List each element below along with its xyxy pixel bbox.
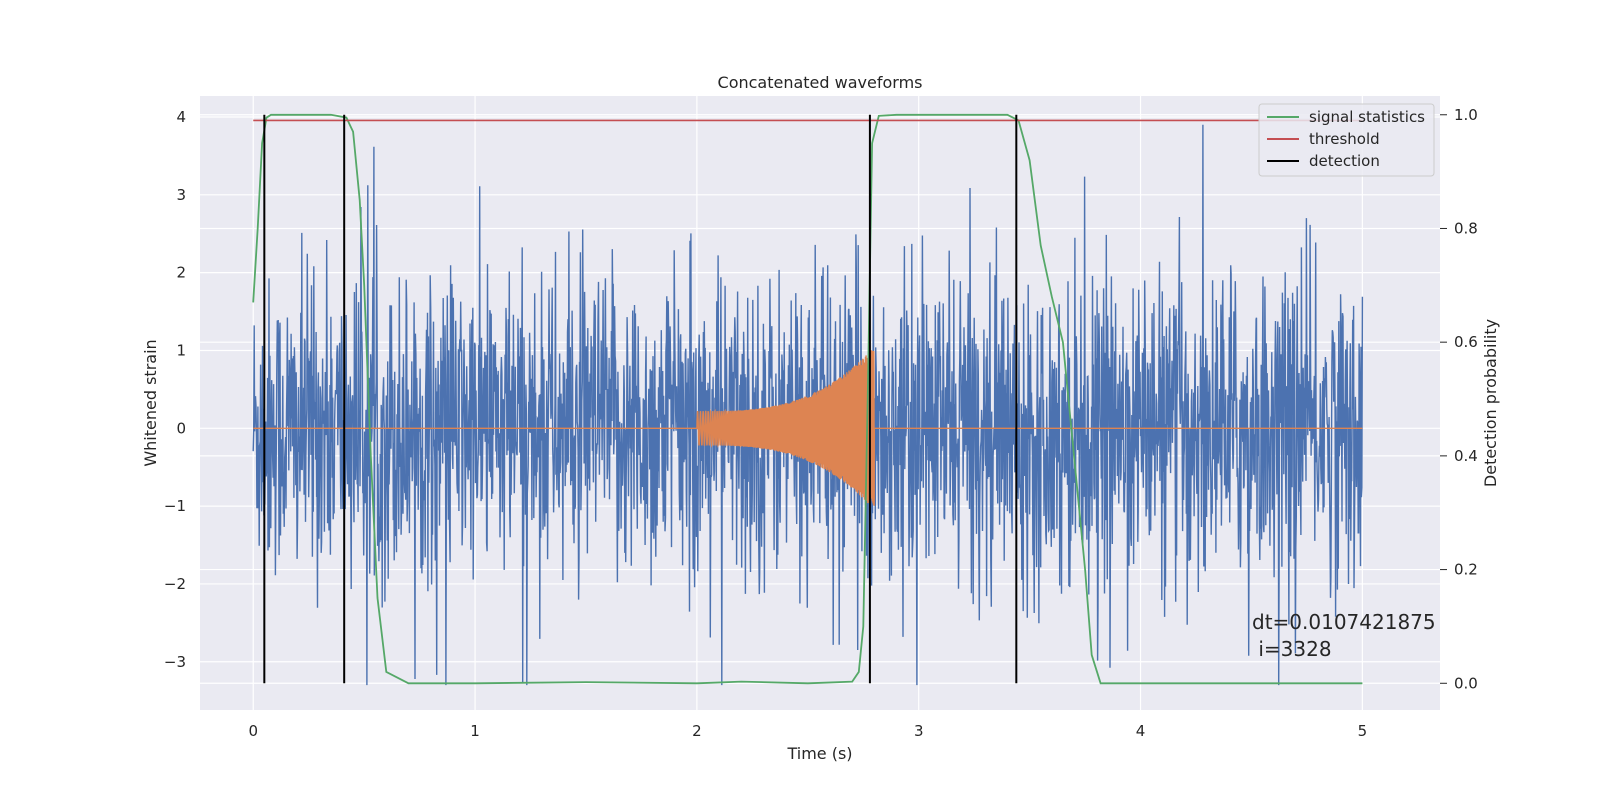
x-tick-label: 3 bbox=[914, 722, 924, 740]
y2-tick-label: 0.4 bbox=[1454, 447, 1478, 465]
y2-tick-label: 0.8 bbox=[1454, 219, 1478, 237]
signal-statistics-series bbox=[252, 113, 1363, 685]
x-tick-label: 5 bbox=[1358, 722, 1368, 740]
y2-tick-label: 0.0 bbox=[1454, 674, 1478, 692]
legend-label-signal-statistics: signal statistics bbox=[1309, 108, 1425, 126]
x-tick-label: 0 bbox=[248, 722, 258, 740]
y2-axis-label: Detection probability bbox=[1481, 319, 1500, 487]
y-tick-label: 0 bbox=[176, 419, 186, 437]
x-tick-label: 1 bbox=[470, 722, 480, 740]
chart-title: Concatenated waveforms bbox=[718, 73, 923, 92]
chirp-series bbox=[253, 350, 1363, 506]
y2-tick-label: 1.0 bbox=[1454, 106, 1478, 124]
axes-layer: 0 1 2 3 4 5 −3 −2 −1 0 1 2 3 4 0.0 0.2 0.4 0.6 0.8 1.0 bbox=[164, 106, 1478, 740]
legend-box bbox=[1258, 103, 1435, 177]
y-tick-label: −1 bbox=[164, 497, 186, 515]
legend-label-threshold: threshold bbox=[1309, 130, 1380, 148]
legend: signal statistics threshold detection bbox=[1258, 103, 1435, 177]
y-tick-label: 1 bbox=[176, 341, 186, 359]
y-tick-label: −3 bbox=[164, 653, 186, 671]
y2-tick-label: 0.6 bbox=[1454, 333, 1478, 351]
detection-series bbox=[263, 114, 1018, 684]
x-tick-label: 4 bbox=[1136, 722, 1146, 740]
annotation-line-2: i=3328 bbox=[1252, 637, 1332, 661]
signal-statistics-line bbox=[252, 113, 1363, 685]
chirp-trace bbox=[253, 350, 1363, 506]
y-tick-label: 2 bbox=[176, 264, 186, 282]
y-tick-label: −2 bbox=[164, 575, 186, 593]
y-tick-label: 4 bbox=[176, 108, 186, 126]
x-tick-label: 2 bbox=[692, 722, 702, 740]
y-axis-label: Whitened strain bbox=[141, 339, 160, 466]
annotation: dt=0.0107421875 i=3328 bbox=[1252, 610, 1436, 661]
legend-label-detection: detection bbox=[1309, 152, 1380, 170]
x-axis-label: Time (s) bbox=[786, 744, 852, 763]
y2-tick-label: 0.2 bbox=[1454, 561, 1478, 579]
y-tick-label: 3 bbox=[176, 186, 186, 204]
annotation-line-1: dt=0.0107421875 bbox=[1252, 610, 1436, 634]
